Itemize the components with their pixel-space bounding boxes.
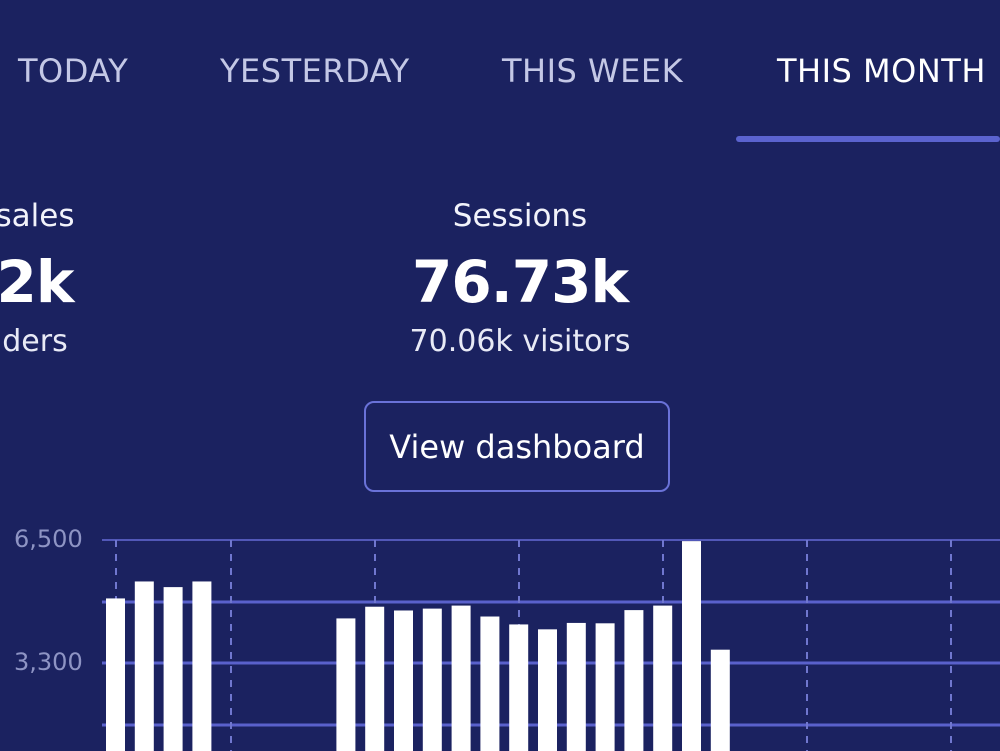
chart-bar[interactable] [192, 581, 212, 751]
sessions-label: Sessions [452, 198, 588, 234]
chart-bar[interactable] [682, 541, 701, 751]
y-tick-label-max: 6,500 [14, 525, 83, 553]
chart-bar[interactable] [365, 606, 385, 751]
chart-bar[interactable] [134, 581, 154, 751]
chart-bar[interactable] [710, 649, 730, 751]
active-tab-indicator [736, 136, 1000, 142]
tab-this-week[interactable]: THIS WEEK [502, 52, 684, 90]
tab-this-month[interactable]: THIS MONTH [777, 52, 986, 90]
chart-bar[interactable] [624, 610, 644, 751]
view-dashboard-button[interactable]: View dashboard [364, 401, 670, 492]
chart-bar[interactable] [422, 608, 442, 751]
sales-value: 2k [0, 248, 74, 316]
chart-bar[interactable] [336, 618, 356, 751]
sales-stat: sales 2k ders [0, 198, 100, 359]
chart-bar[interactable] [163, 587, 183, 751]
chart-bar[interactable] [451, 605, 471, 751]
sales-label: sales [0, 198, 75, 234]
tab-today[interactable]: TODAY [18, 52, 129, 90]
chart-bars [106, 541, 730, 751]
chart-bar[interactable] [653, 605, 673, 751]
chart-bar[interactable] [538, 629, 557, 751]
y-tick-label-mid: 3,300 [14, 648, 83, 676]
chart-bar[interactable] [509, 624, 529, 751]
chart-bar[interactable] [566, 622, 586, 751]
chart-bar[interactable] [480, 616, 500, 751]
visitors-count: 70.06k visitors [409, 324, 631, 359]
chart-bar[interactable] [106, 598, 125, 751]
chart-bar[interactable] [394, 610, 413, 751]
sessions-stat: Sessions 76.73k 70.06k visitors [370, 198, 670, 359]
chart-bar[interactable] [595, 623, 615, 751]
sessions-value: 76.73k [411, 248, 629, 316]
date-range-tabs: TODAY YESTERDAY THIS WEEK THIS MONTH [0, 0, 1000, 144]
tab-yesterday[interactable]: YESTERDAY [220, 52, 410, 90]
sessions-bar-chart: 6,500 3,300 [14, 525, 1000, 751]
orders-count: ders [2, 324, 68, 359]
